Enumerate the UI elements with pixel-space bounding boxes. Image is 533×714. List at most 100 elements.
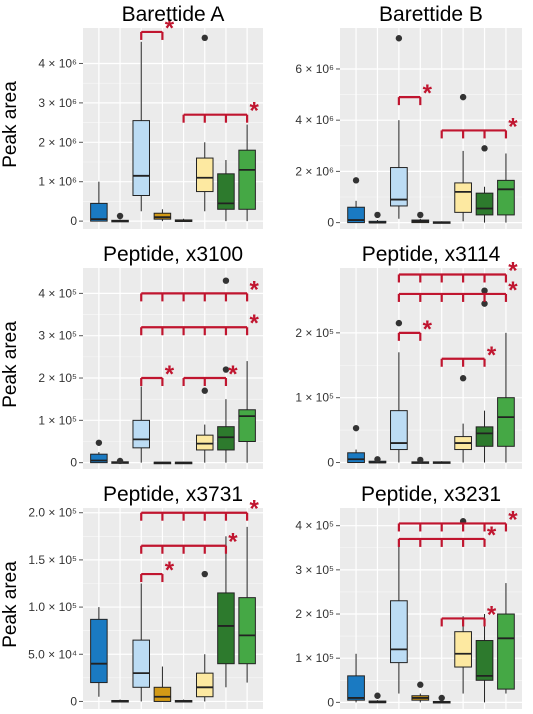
panel-6: 0 1 × 10⁵ 2 × 10⁵ 3 × 10⁵ 4 × 10⁵ * * * Peptide,…	[295, 483, 522, 709]
box-group-1	[347, 424, 365, 464]
outlier-point	[201, 387, 208, 394]
significance-star: *	[508, 257, 518, 284]
y-axis-label: Peak area	[0, 561, 21, 648]
significance-star: *	[165, 557, 175, 584]
box	[217, 173, 235, 210]
box	[132, 120, 150, 196]
significance-star: *	[249, 496, 259, 523]
y-tick-label: 4 × 10⁵	[295, 519, 334, 533]
y-tick-label: 1 × 10⁵	[295, 651, 334, 665]
outlier-point	[481, 300, 488, 307]
outlier-point	[201, 570, 208, 578]
outlier-point	[374, 692, 381, 699]
outlier-point	[95, 439, 103, 446]
box	[475, 192, 494, 216]
y-tick-label: 4 × 10⁶	[38, 56, 77, 70]
y-tick-label: 1 × 10⁶	[38, 175, 77, 189]
y-axis-label: Peak area	[0, 321, 21, 408]
significance-star: *	[487, 342, 497, 369]
box-group-1	[347, 653, 365, 703]
box-group-8	[497, 332, 515, 463]
outlier-point	[459, 375, 467, 382]
significance-bracket: *	[440, 113, 518, 140]
significance-star: *	[508, 113, 518, 140]
significance-star: *	[228, 361, 238, 388]
significance-star: *	[165, 15, 175, 42]
box-group-7	[217, 536, 235, 688]
significance-star: *	[228, 529, 238, 556]
box-group-3	[132, 583, 150, 702]
box	[153, 212, 172, 220]
box	[475, 640, 494, 681]
significance-bracket: *	[440, 342, 497, 369]
outlier-point	[352, 177, 360, 184]
significance-bracket: *	[397, 277, 518, 304]
y-tick-label: 2 × 10⁵	[295, 607, 334, 621]
significance-bracket: *	[397, 316, 433, 343]
box-group-6	[196, 387, 214, 463]
box-group-7	[475, 145, 494, 223]
box-group-5	[432, 694, 451, 704]
box-group-3	[390, 35, 408, 219]
significance-star: *	[508, 506, 518, 533]
panel-3: 0 1 × 10⁵ 2 × 10⁵ 3 × 10⁵ 4 × 10⁵ * * * * Peptide…	[0, 243, 263, 470]
box	[497, 179, 515, 216]
box-group-8	[497, 153, 515, 223]
significance-bracket: *	[182, 361, 238, 388]
box-group-3	[132, 386, 150, 463]
box-group-8	[497, 583, 515, 694]
box-group-4	[153, 209, 172, 222]
box-group-5	[174, 699, 193, 703]
box	[132, 419, 150, 449]
significance-bracket: *	[140, 361, 175, 388]
outlier-point	[374, 211, 381, 219]
significance-bracket: *	[397, 522, 497, 549]
box-group-4	[411, 211, 430, 224]
significance-bracket: *	[140, 276, 259, 303]
box	[454, 182, 472, 213]
significance-star: *	[249, 98, 259, 125]
box	[217, 426, 235, 451]
y-tick-label: 2 × 10⁵	[295, 326, 334, 340]
outlier-point	[438, 694, 445, 702]
y-tick-label: 0	[70, 214, 77, 228]
box-group-3	[390, 538, 408, 694]
outlier-point	[201, 34, 208, 42]
y-tick-label: 3 × 10⁵	[295, 563, 334, 577]
box-group-1	[90, 607, 108, 697]
box	[238, 597, 256, 665]
box-group-3	[132, 41, 150, 212]
box	[196, 157, 214, 193]
box-group-5	[432, 221, 451, 224]
box-group-4	[153, 666, 172, 702]
y-tick-label: 3 × 10⁵	[38, 329, 77, 343]
significance-bracket: *	[140, 310, 259, 337]
box-group-1	[347, 177, 365, 224]
box	[132, 639, 150, 688]
box-group-6	[454, 93, 472, 222]
panel-title: Barettide A	[122, 3, 225, 26]
box-group-3	[390, 319, 408, 463]
box-group-6	[454, 518, 472, 694]
significance-star: *	[165, 361, 175, 388]
box	[475, 426, 494, 447]
y-tick-label: 4 × 10⁵	[38, 286, 77, 300]
box	[454, 631, 472, 668]
y-tick-label: 1 × 10⁵	[38, 413, 77, 427]
box-group-2	[368, 211, 387, 224]
outlier-point	[222, 277, 230, 284]
significance-bracket: *	[182, 98, 259, 125]
box-group-7	[217, 160, 235, 222]
outlier-point	[352, 424, 360, 432]
box	[217, 592, 235, 665]
box	[390, 600, 408, 664]
outlier-point	[417, 681, 424, 688]
significance-bracket: *	[140, 496, 259, 523]
y-tick-label: 1.5 × 10⁵	[28, 553, 77, 567]
box-group-8	[238, 124, 256, 222]
panel-title: Peptide, x3731	[103, 483, 243, 506]
significance-star: *	[487, 601, 497, 628]
panel-title: Peptide, x3114	[362, 243, 501, 266]
box-group-4	[153, 461, 172, 465]
